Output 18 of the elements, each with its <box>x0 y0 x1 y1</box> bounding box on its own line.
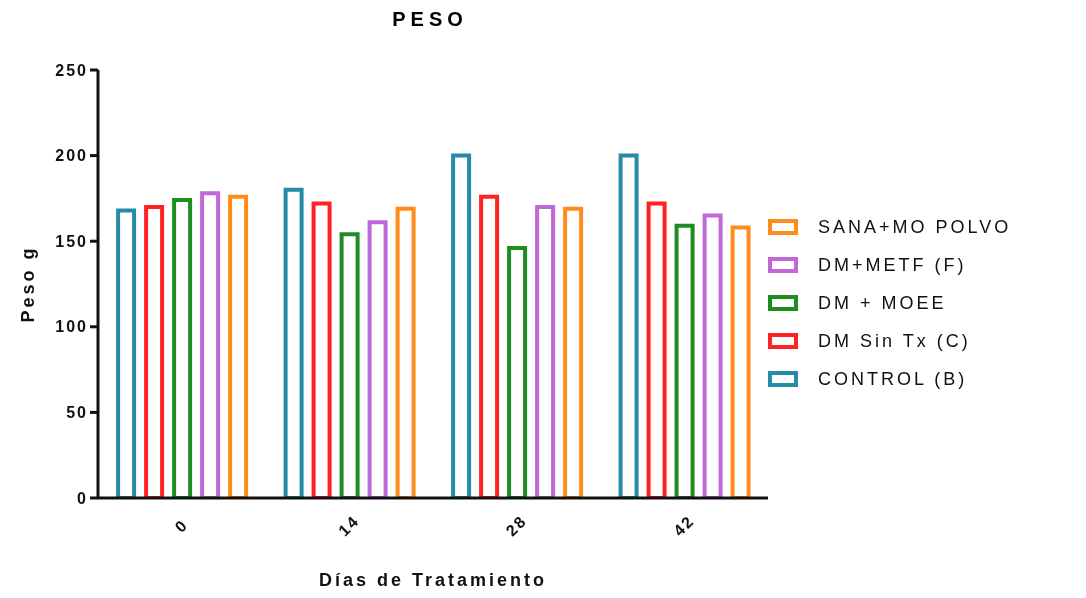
x-axis-title: Días de Tratamiento <box>318 570 548 590</box>
legend-label: CONTROL (B) <box>818 368 968 390</box>
legend-label: DM + MOEE <box>818 292 947 314</box>
legend-label: DM+METF (F) <box>818 254 967 276</box>
y-tick-label: 200 <box>55 147 88 165</box>
y-axis-title: Peso g <box>18 245 39 323</box>
legend-label: DM Sin Tx (C) <box>818 330 971 352</box>
legend-label: SANA+MO POLVO <box>818 216 1012 238</box>
x-tick-label: 42 <box>670 511 698 540</box>
y-tick-label: 100 <box>55 318 88 336</box>
x-tick-label: 14 <box>335 511 363 540</box>
y-tick-label: 250 <box>55 61 88 79</box>
x-tick-label: 0 <box>171 515 192 536</box>
x-tick-label: 28 <box>502 511 531 540</box>
y-tick-label: 150 <box>55 232 88 250</box>
y-tick-label: 0 <box>77 489 88 507</box>
chart-title: PESO <box>391 8 469 31</box>
y-tick-label: 50 <box>66 404 88 422</box>
